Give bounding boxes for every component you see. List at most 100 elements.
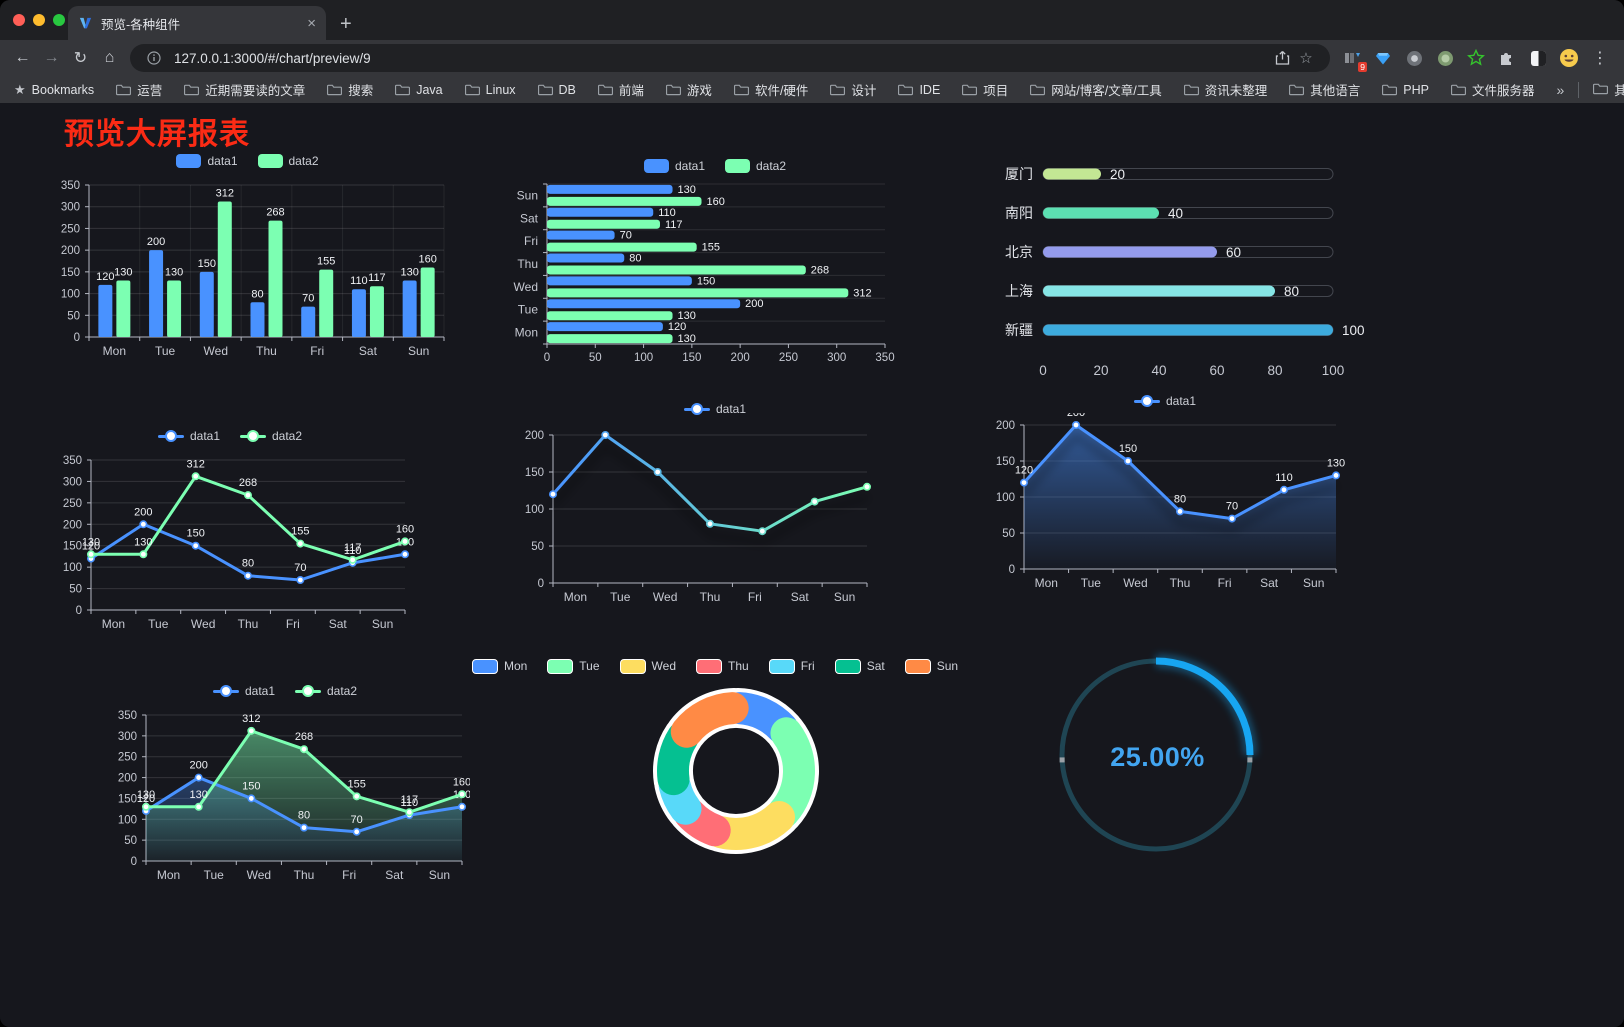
svg-text:Sat: Sat	[359, 344, 378, 358]
svg-text:110: 110	[401, 797, 419, 809]
svg-text:0: 0	[1039, 363, 1047, 378]
extension-green-star-icon[interactable]	[1466, 48, 1486, 68]
tab-title: 预览-各种组件	[101, 17, 181, 32]
bookmarks-button[interactable]: ★ Bookmarks	[14, 81, 95, 97]
svg-text:200: 200	[525, 430, 544, 442]
chart-legend: data1	[980, 390, 1350, 412]
extension-badge: 9	[1358, 62, 1367, 72]
legend-item[interactable]: data1	[1133, 394, 1196, 408]
line-chart-gradient: data1 0 50 100 150 200 Mon Tue Wed Thu Fri Sat Sun	[505, 398, 925, 613]
url-text: 127.0.0.1:3000/#/chart/preview/9	[174, 50, 371, 66]
extension-columns-icon[interactable]: 9	[1342, 48, 1367, 72]
legend-item[interactable]: Tue	[547, 658, 600, 674]
svg-text:Sun: Sun	[834, 590, 855, 604]
other-bookmarks-button[interactable]: 其他书签	[1593, 80, 1624, 99]
bookmark-star-icon[interactable]: ☆	[1299, 50, 1313, 67]
bookmark-folder[interactable]: 近期需要读的文章	[184, 80, 305, 99]
legend-item[interactable]: Fri	[768, 658, 815, 674]
legend-item[interactable]: data1	[157, 429, 220, 443]
legend-item[interactable]: data2	[257, 154, 319, 168]
legend-item[interactable]: data1	[643, 159, 705, 173]
bookmark-folder[interactable]: Java	[395, 83, 443, 97]
bookmark-folder[interactable]: 设计	[830, 80, 876, 99]
bookmark-folder[interactable]: PHP	[1382, 83, 1429, 97]
svg-text:350: 350	[118, 710, 137, 722]
legend-item[interactable]: data2	[725, 159, 786, 173]
legend-item[interactable]: data2	[240, 429, 302, 443]
window-controls	[13, 14, 65, 26]
new-tab-button[interactable]: +	[340, 13, 352, 35]
svg-text:Mon: Mon	[157, 868, 180, 882]
svg-text:Thu: Thu	[294, 868, 315, 882]
forward-button[interactable]: →	[43, 49, 60, 66]
folder-icon	[1593, 82, 1609, 98]
bookmark-folder[interactable]: IDE	[898, 83, 940, 97]
bookmark-folder[interactable]: 运营	[116, 80, 162, 99]
bookmark-folder[interactable]: DB	[537, 83, 576, 97]
line-chart-dual: data1 data2 0 50 100 150 200 250 300 350 Mon Tue Wed…	[45, 425, 415, 637]
bookmarks-overflow-button[interactable]: »	[1556, 81, 1565, 98]
back-button[interactable]: ←	[14, 49, 31, 66]
extension-contrast-icon[interactable]	[1528, 48, 1548, 68]
bookmark-folder[interactable]: 搜索	[327, 80, 373, 99]
svg-text:Mon: Mon	[1035, 576, 1058, 590]
extension-green-circle-icon[interactable]	[1435, 48, 1455, 68]
legend-item[interactable]: data1	[176, 154, 238, 168]
minimize-window-button[interactable]	[33, 14, 45, 26]
bookmark-folder[interactable]: 资讯未整理	[1183, 80, 1267, 99]
browser-tab[interactable]: 预览-各种组件 ×	[68, 6, 326, 40]
svg-text:150: 150	[242, 780, 260, 792]
svg-text:40: 40	[1168, 206, 1183, 221]
svg-text:150: 150	[525, 467, 544, 479]
bookmark-folder[interactable]: 网站/博客/文章/工具	[1030, 80, 1162, 99]
menu-kebab-icon[interactable]: ⋮	[1592, 50, 1608, 67]
bookmark-folder[interactable]: 软件/硬件	[733, 80, 808, 99]
bar-chart-horizontal: data1 data2 0 50 100 150 200 250 300 350 Sun 130 160…	[505, 155, 925, 367]
svg-text:130: 130	[134, 536, 152, 548]
svg-text:110: 110	[350, 275, 368, 287]
zoom-window-button[interactable]	[53, 14, 65, 26]
chart-legend: data1 data2	[45, 425, 415, 447]
legend-item[interactable]: Sat	[834, 658, 885, 674]
extension-puzzle-icon[interactable]	[1497, 48, 1517, 68]
bookmark-folder[interactable]: 其他语言	[1289, 80, 1360, 99]
site-info-icon[interactable]	[142, 46, 166, 70]
svg-text:80: 80	[1267, 363, 1282, 378]
close-window-button[interactable]	[13, 14, 25, 26]
bookmark-folder[interactable]: Linux	[464, 83, 516, 97]
bookmark-folder[interactable]: 项目	[962, 80, 1008, 99]
svg-text:200: 200	[63, 519, 82, 531]
svg-text:100: 100	[634, 352, 653, 364]
svg-text:60: 60	[1209, 363, 1224, 378]
legend-item[interactable]: Mon	[471, 658, 527, 674]
progress-bars-chart: 厦门 20 南阳 40 北京 60 上海 80 新疆 100 0 20 40 60 80 100	[995, 160, 1365, 385]
area-chart-dual: data1 data2 0 50 100 150 200 250 300 350 Mon Tue Wed…	[100, 680, 471, 890]
bookmark-folder[interactable]: 前端	[597, 80, 644, 99]
legend-item[interactable]: data1	[683, 402, 746, 416]
svg-text:130: 130	[189, 789, 207, 801]
legend-item[interactable]: Sun	[904, 658, 958, 674]
svg-text:120: 120	[668, 321, 686, 333]
svg-text:Wed: Wed	[1123, 576, 1147, 590]
extension-gray-circle-icon[interactable]	[1404, 48, 1424, 68]
svg-text:117: 117	[665, 219, 683, 231]
address-bar[interactable]: 127.0.0.1:3000/#/chart/preview/9 ☆	[130, 44, 1330, 72]
svg-text:50: 50	[531, 541, 544, 553]
home-button[interactable]: ⌂	[104, 49, 115, 66]
profile-avatar[interactable]	[1559, 48, 1579, 68]
legend-item[interactable]: Wed	[619, 658, 676, 674]
reload-button[interactable]: ↻	[73, 50, 88, 67]
bookmark-folder[interactable]: 游戏	[665, 80, 712, 99]
extension-gem-icon[interactable]	[1373, 48, 1393, 68]
svg-text:200: 200	[61, 245, 80, 257]
svg-text:150: 150	[63, 541, 82, 553]
legend-item[interactable]: data2	[295, 684, 357, 698]
svg-text:Tue: Tue	[1081, 576, 1102, 590]
tab-close-icon[interactable]: ×	[307, 14, 316, 32]
svg-text:南阳: 南阳	[1005, 205, 1033, 221]
legend-item[interactable]: data1	[212, 684, 275, 698]
svg-text:200: 200	[731, 352, 750, 364]
share-icon[interactable]	[1270, 46, 1294, 70]
bookmark-folder[interactable]: 文件服务器	[1450, 80, 1534, 99]
legend-item[interactable]: Thu	[696, 658, 749, 674]
